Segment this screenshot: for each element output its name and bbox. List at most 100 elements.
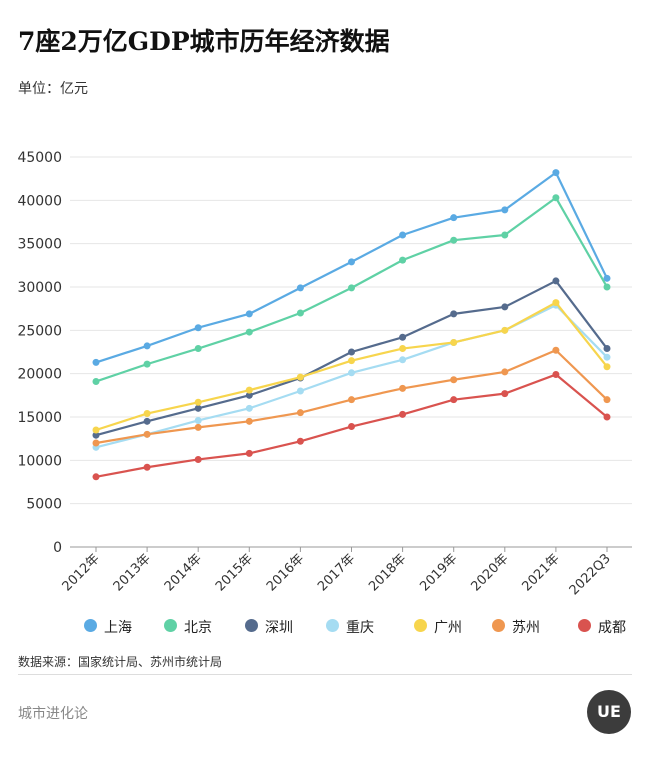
data-point-上海 xyxy=(603,274,611,282)
data-point-北京 xyxy=(552,194,560,202)
data-point-北京 xyxy=(450,236,458,244)
legend-label: 成都 xyxy=(598,620,626,636)
footer-divider xyxy=(18,674,632,675)
y-tick-label: 20000 xyxy=(17,367,62,383)
data-source: 数据来源：国家统计局、苏州市统计局 xyxy=(18,655,223,669)
data-point-上海 xyxy=(552,169,560,177)
data-point-广州 xyxy=(245,386,253,394)
data-point-重庆 xyxy=(399,356,407,364)
data-point-苏州 xyxy=(194,423,202,431)
brand-name: 城市进化论 xyxy=(18,706,88,722)
data-point-上海 xyxy=(296,284,304,292)
y-tick-label: 5000 xyxy=(26,497,62,513)
x-tick-label: 2017年 xyxy=(315,551,358,594)
data-point-深圳 xyxy=(501,303,509,311)
data-point-成都 xyxy=(143,463,151,471)
data-point-广州 xyxy=(296,373,304,381)
data-point-成都 xyxy=(194,455,202,463)
data-point-广州 xyxy=(552,299,560,307)
data-point-广州 xyxy=(501,326,509,334)
data-point-广州 xyxy=(92,426,100,434)
legend-swatch xyxy=(326,619,339,632)
data-point-苏州 xyxy=(143,430,151,438)
x-tick-label: 2018年 xyxy=(366,551,409,594)
data-point-成都 xyxy=(552,371,560,379)
data-point-成都 xyxy=(92,473,100,481)
data-point-苏州 xyxy=(552,346,560,354)
data-point-北京 xyxy=(92,377,100,385)
data-point-北京 xyxy=(399,256,407,264)
data-point-深圳 xyxy=(245,391,253,399)
data-point-深圳 xyxy=(194,404,202,412)
x-tick-label: 2022Q3 xyxy=(567,551,614,598)
data-point-成都 xyxy=(296,437,304,445)
data-point-北京 xyxy=(143,360,151,368)
data-point-苏州 xyxy=(245,417,253,425)
data-point-深圳 xyxy=(552,277,560,285)
legend-swatch xyxy=(84,619,97,632)
chart-legend: 上海 北京 深圳 重庆 广州 苏州 成都 xyxy=(84,616,626,636)
data-point-苏州 xyxy=(450,376,458,384)
x-tick-label: 2013年 xyxy=(111,551,154,594)
page-title: 7座2万亿GDP城市历年经济数据 xyxy=(18,27,390,56)
data-point-苏州 xyxy=(603,396,611,404)
data-point-北京 xyxy=(501,231,509,239)
legend-label: 深圳 xyxy=(265,620,293,636)
data-point-苏州 xyxy=(348,396,355,404)
line-chart: 0 5000 10000 15000 20000 25000 30000 35000 40000… xyxy=(17,150,632,598)
data-point-深圳 xyxy=(92,431,100,439)
data-point-深圳 xyxy=(450,310,458,318)
data-point-广州 xyxy=(143,410,151,418)
brand-logo: UE xyxy=(587,690,631,734)
legend-label: 北京 xyxy=(184,620,212,636)
data-point-深圳 xyxy=(603,345,611,353)
legend-swatch xyxy=(414,619,427,632)
data-point-深圳 xyxy=(143,417,151,425)
data-point-上海 xyxy=(143,342,151,350)
x-tick-label: 2012年 xyxy=(60,551,103,594)
data-point-广州 xyxy=(399,345,407,353)
data-point-广州 xyxy=(603,363,611,371)
data-point-苏州 xyxy=(399,384,407,392)
data-point-重庆 xyxy=(194,416,202,424)
data-point-成都 xyxy=(399,410,407,418)
data-point-重庆 xyxy=(296,387,304,395)
x-tick-label: 2021年 xyxy=(520,551,563,594)
legend-label: 广州 xyxy=(434,620,462,636)
y-tick-label: 15000 xyxy=(17,410,62,426)
data-point-成都 xyxy=(603,413,611,421)
data-point-苏州 xyxy=(92,439,100,447)
series-line-广州 xyxy=(95,301,608,432)
legend-label: 上海 xyxy=(104,620,132,636)
y-tick-label: 45000 xyxy=(17,150,62,166)
y-tick-label: 10000 xyxy=(17,453,62,469)
data-point-北京 xyxy=(296,309,304,317)
data-point-北京 xyxy=(603,283,611,291)
data-point-成都 xyxy=(501,390,509,398)
data-point-北京 xyxy=(245,328,253,336)
data-point-重庆 xyxy=(245,404,253,412)
x-tick-label: 2019年 xyxy=(417,551,460,594)
data-point-广州 xyxy=(194,398,202,406)
y-tick-label: 0 xyxy=(53,540,62,556)
x-tick-label: 2014年 xyxy=(162,551,205,594)
data-point-上海 xyxy=(450,214,458,222)
legend-label: 苏州 xyxy=(512,620,540,636)
data-point-北京 xyxy=(348,284,355,292)
legend-label: 重庆 xyxy=(346,620,374,636)
data-point-苏州 xyxy=(296,409,304,417)
x-tick-label: 2016年 xyxy=(264,551,307,594)
data-point-重庆 xyxy=(348,369,355,377)
legend-swatch xyxy=(492,619,505,632)
data-point-广州 xyxy=(450,338,458,346)
y-tick-label: 25000 xyxy=(17,323,62,339)
series-line-上海 xyxy=(95,171,608,364)
data-point-成都 xyxy=(245,449,253,457)
data-point-上海 xyxy=(194,324,202,332)
data-point-重庆 xyxy=(603,353,611,361)
x-tick-label: 2020年 xyxy=(468,551,511,594)
y-tick-label: 30000 xyxy=(17,280,62,296)
data-point-广州 xyxy=(348,357,355,365)
data-point-上海 xyxy=(245,310,253,318)
unit-label: 单位：亿元 xyxy=(18,81,88,97)
